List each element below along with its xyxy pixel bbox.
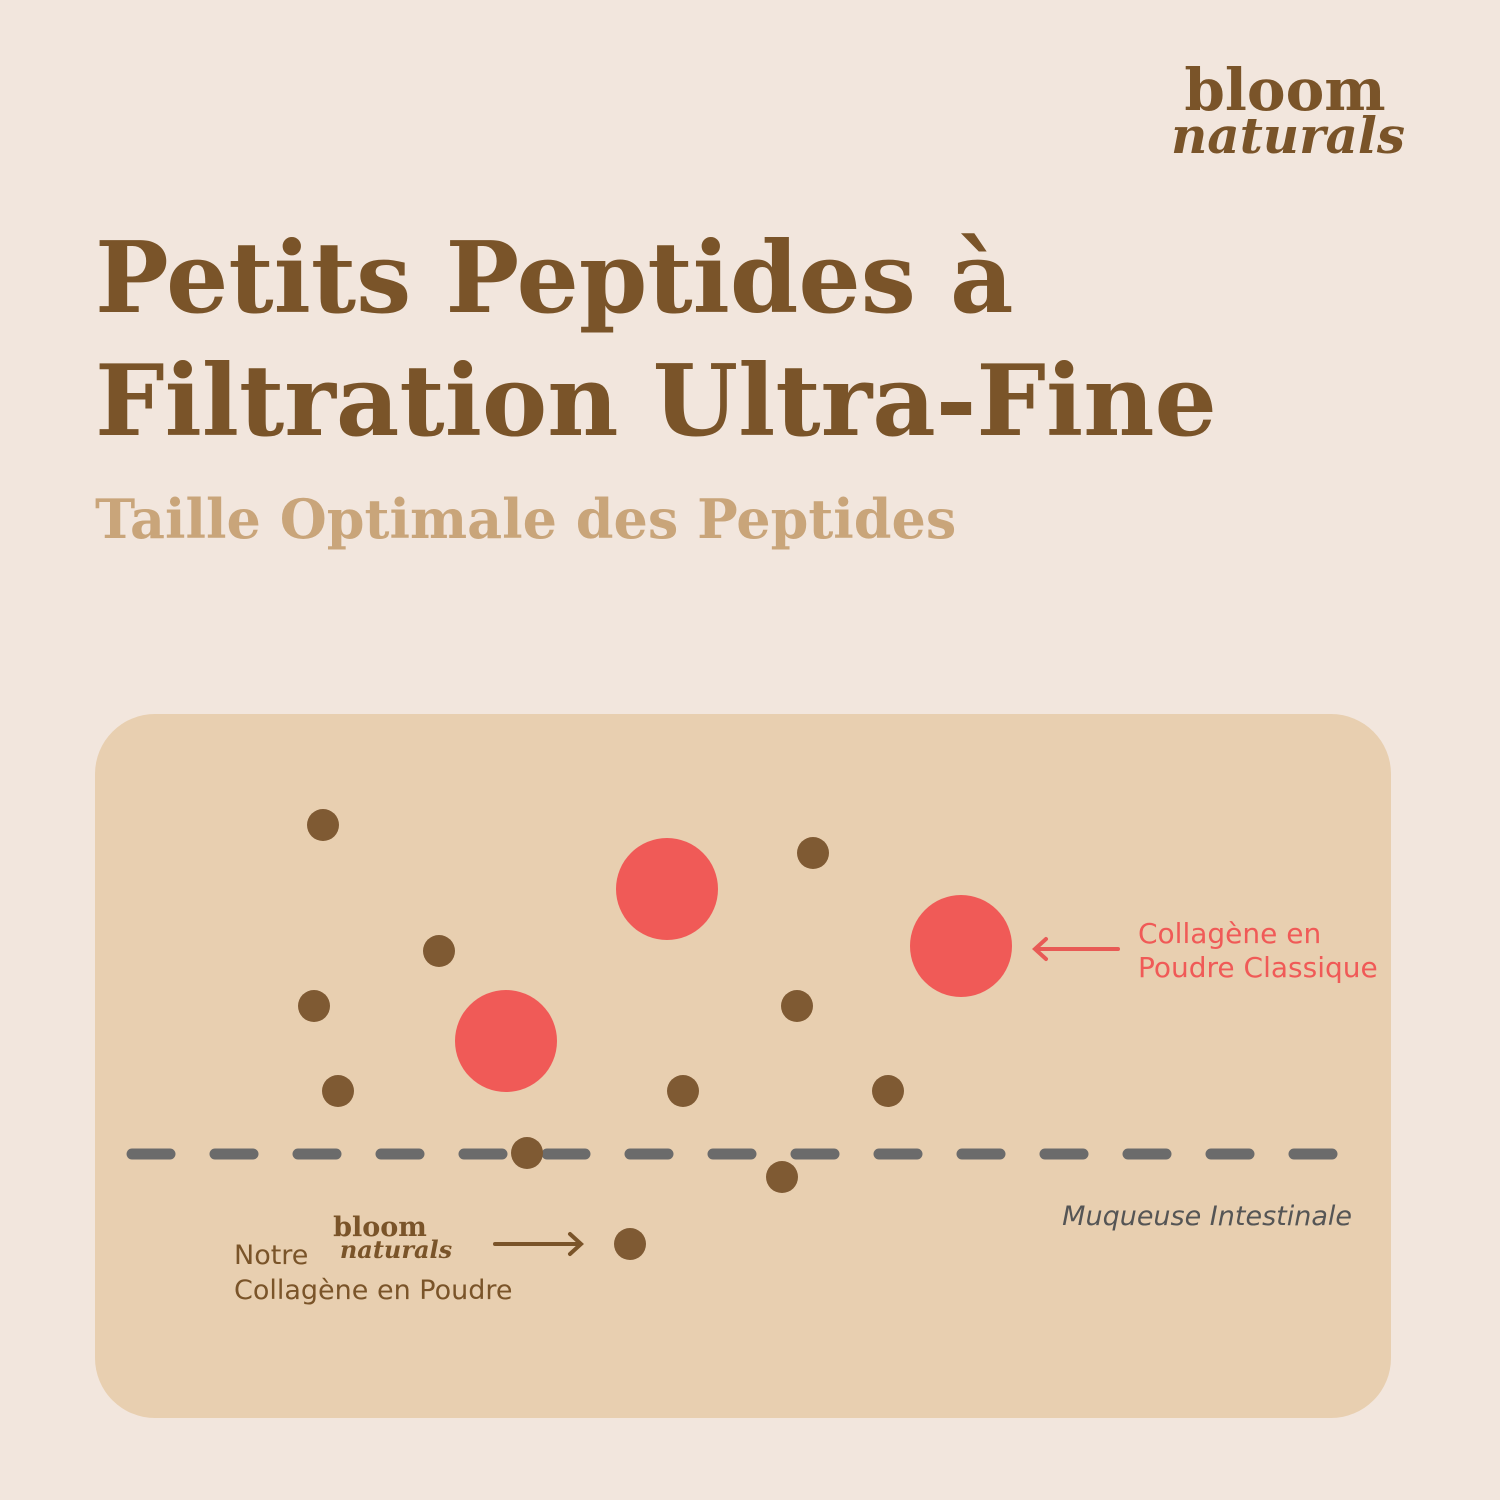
ours-arrow [493, 1232, 584, 1256]
small-peptide [781, 990, 813, 1022]
panel [95, 714, 1391, 1418]
small-peptide [614, 1228, 646, 1260]
large-peptides [455, 838, 1012, 1092]
ours-logo: bloom [333, 1212, 427, 1243]
small-peptide [511, 1137, 543, 1169]
large-peptide [616, 838, 718, 940]
logo-line: bloom [1184, 56, 1385, 124]
small-peptide [307, 809, 339, 841]
small-peptide [322, 1075, 354, 1107]
classic-label: Collagène en [1138, 917, 1321, 950]
small-peptide [766, 1161, 798, 1193]
subtitle: Taille Optimale des Peptides [95, 487, 956, 551]
logo-line: naturals [1171, 106, 1405, 165]
title: Filtration Ultra-Fine [95, 344, 1217, 459]
membrane-label: Muqueuse Intestinale [1062, 1201, 1352, 1232]
ours-label: Notre [234, 1240, 308, 1271]
classic-label: Poudre Classique [1138, 951, 1378, 984]
small-peptides [298, 809, 904, 1260]
small-peptide [298, 990, 330, 1022]
title: Petits Peptides à [95, 221, 1014, 336]
small-peptide [423, 935, 455, 967]
small-peptide [872, 1075, 904, 1107]
ours-logo: naturals [340, 1235, 453, 1264]
large-peptide [455, 990, 557, 1092]
ours-label: Collagène en Poudre [234, 1275, 513, 1306]
classic-arrow [1032, 937, 1120, 961]
small-peptide [667, 1075, 699, 1107]
large-peptide [910, 895, 1012, 997]
small-peptide [797, 837, 829, 869]
